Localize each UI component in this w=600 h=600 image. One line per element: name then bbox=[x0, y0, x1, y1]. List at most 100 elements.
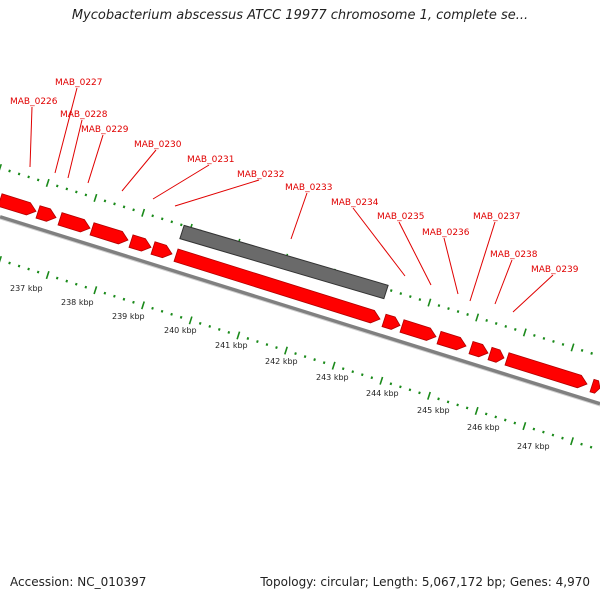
gene-leader-line bbox=[494, 259, 513, 305]
ruler-dot bbox=[351, 370, 355, 374]
ruler-dot bbox=[198, 321, 202, 325]
ruler-dot bbox=[446, 400, 450, 404]
accession-text: Accession: NC_010397 bbox=[10, 575, 147, 589]
gene-label-mab_0230: MAB_0230 bbox=[134, 140, 182, 150]
chromosome-backbone bbox=[0, 215, 600, 407]
ruler-dot bbox=[17, 172, 21, 176]
ruler-dot bbox=[542, 336, 546, 340]
gene-arrow[interactable] bbox=[381, 313, 401, 330]
scale-tick-label: 245 kbp bbox=[417, 406, 450, 415]
ruler-dot bbox=[8, 261, 11, 265]
ruler-major-tick bbox=[427, 391, 431, 400]
gene-arrow[interactable] bbox=[589, 378, 600, 394]
ruler-dot bbox=[151, 306, 154, 310]
ruler-dot bbox=[370, 376, 374, 380]
gene-leader-line bbox=[29, 106, 33, 168]
gene-label-mab_0228: MAB_0228 bbox=[60, 110, 108, 120]
gene-label-mab_0239: MAB_0239 bbox=[531, 265, 579, 275]
scale-tick-label: 240 kbp bbox=[164, 326, 197, 335]
gene-label-mab_0236: MAB_0236 bbox=[422, 228, 470, 238]
ruler-major-tick bbox=[45, 178, 50, 188]
gene-arrow[interactable] bbox=[436, 330, 467, 351]
ruler-dot bbox=[65, 187, 69, 191]
ruler-dot bbox=[590, 351, 593, 355]
gene-leader-line bbox=[54, 87, 78, 174]
gene-arrow[interactable] bbox=[57, 212, 91, 233]
backbone-highlight bbox=[0, 218, 600, 407]
ruler-major-tick bbox=[475, 313, 480, 322]
ruler-dot bbox=[399, 292, 403, 296]
ruler-dot bbox=[160, 309, 164, 313]
gene-arrow[interactable] bbox=[504, 352, 588, 389]
ruler-dot bbox=[341, 367, 345, 371]
ruler-dot bbox=[179, 223, 183, 227]
gene-arrow[interactable] bbox=[173, 248, 381, 324]
gene-arrow[interactable] bbox=[487, 346, 505, 363]
gene-arrows[interactable] bbox=[0, 193, 600, 394]
gene-arrow[interactable] bbox=[399, 319, 437, 341]
ruler-dot bbox=[55, 276, 59, 280]
ruler-dot bbox=[84, 285, 88, 289]
ruler-dot bbox=[256, 340, 259, 343]
ruler-dot bbox=[408, 388, 412, 392]
gene-arrow[interactable] bbox=[128, 234, 152, 252]
ruler-dot bbox=[55, 184, 59, 188]
lower-dotted-ruler bbox=[0, 255, 593, 449]
ruler-dot bbox=[484, 412, 488, 416]
ruler-dot bbox=[360, 373, 364, 377]
ruler-major-tick bbox=[93, 193, 98, 202]
ruler-major-tick bbox=[570, 343, 575, 352]
ruler-dot bbox=[113, 294, 116, 298]
gene-arrow[interactable] bbox=[89, 222, 129, 245]
ruler-dot bbox=[456, 310, 460, 313]
ruler-dot bbox=[122, 205, 126, 209]
ruler-dot bbox=[227, 331, 231, 334]
ruler-dot bbox=[409, 295, 412, 299]
feature-bar[interactable] bbox=[179, 224, 389, 300]
gene-arrow[interactable] bbox=[35, 205, 57, 222]
ruler-major-tick bbox=[331, 361, 336, 370]
ruler-dot bbox=[74, 282, 78, 286]
ruler-dot bbox=[265, 343, 269, 346]
ruler-dot bbox=[465, 406, 469, 410]
ruler-dot bbox=[132, 300, 135, 304]
ruler-dot bbox=[418, 391, 421, 395]
ruler-major-tick bbox=[141, 208, 146, 217]
ruler-dot bbox=[589, 445, 593, 449]
scale-tick-labels: 237 kbp 238 kbp 239 kbp 240 kbp 241 kbp 242 k… bbox=[10, 284, 550, 451]
ruler-dot bbox=[132, 208, 135, 212]
ruler-dot bbox=[8, 169, 11, 173]
ruler-dot bbox=[36, 270, 40, 274]
ruler-dot bbox=[437, 397, 440, 401]
ruler-dot bbox=[561, 342, 565, 346]
ruler-dot bbox=[17, 264, 21, 268]
gene-leader-line bbox=[174, 179, 260, 207]
gene-arrow[interactable] bbox=[0, 193, 37, 216]
ruler-dot bbox=[246, 337, 250, 340]
ruler-dot bbox=[151, 214, 154, 218]
gene-label-mab_0227: MAB_0227 bbox=[55, 78, 103, 88]
ruler-major-tick bbox=[93, 286, 98, 295]
ruler-dot bbox=[113, 202, 116, 206]
gene-arrow[interactable] bbox=[150, 241, 173, 259]
ruler-major-tick bbox=[284, 346, 288, 355]
gene-arrow[interactable] bbox=[468, 341, 489, 358]
ruler-major-tick bbox=[522, 328, 527, 337]
feature-bar-segment[interactable] bbox=[179, 224, 389, 300]
ruler-dot bbox=[160, 217, 164, 221]
ruler-dot bbox=[103, 291, 107, 295]
ruler-dot bbox=[513, 328, 517, 331]
ruler-major-tick bbox=[0, 163, 2, 171]
ruler-dot bbox=[494, 415, 498, 419]
scale-tick-label: 237 kbp bbox=[10, 284, 43, 293]
ruler-major-tick bbox=[379, 376, 384, 385]
ruler-dot bbox=[322, 361, 326, 365]
ruler-dot bbox=[533, 333, 536, 337]
gene-label-mab_0232: MAB_0232 bbox=[237, 170, 285, 180]
ruler-major-tick bbox=[522, 421, 527, 431]
ruler-dot bbox=[389, 382, 393, 386]
ruler-dot bbox=[580, 348, 584, 352]
ruler-dot bbox=[399, 385, 402, 389]
gene-leader-line bbox=[443, 237, 459, 295]
